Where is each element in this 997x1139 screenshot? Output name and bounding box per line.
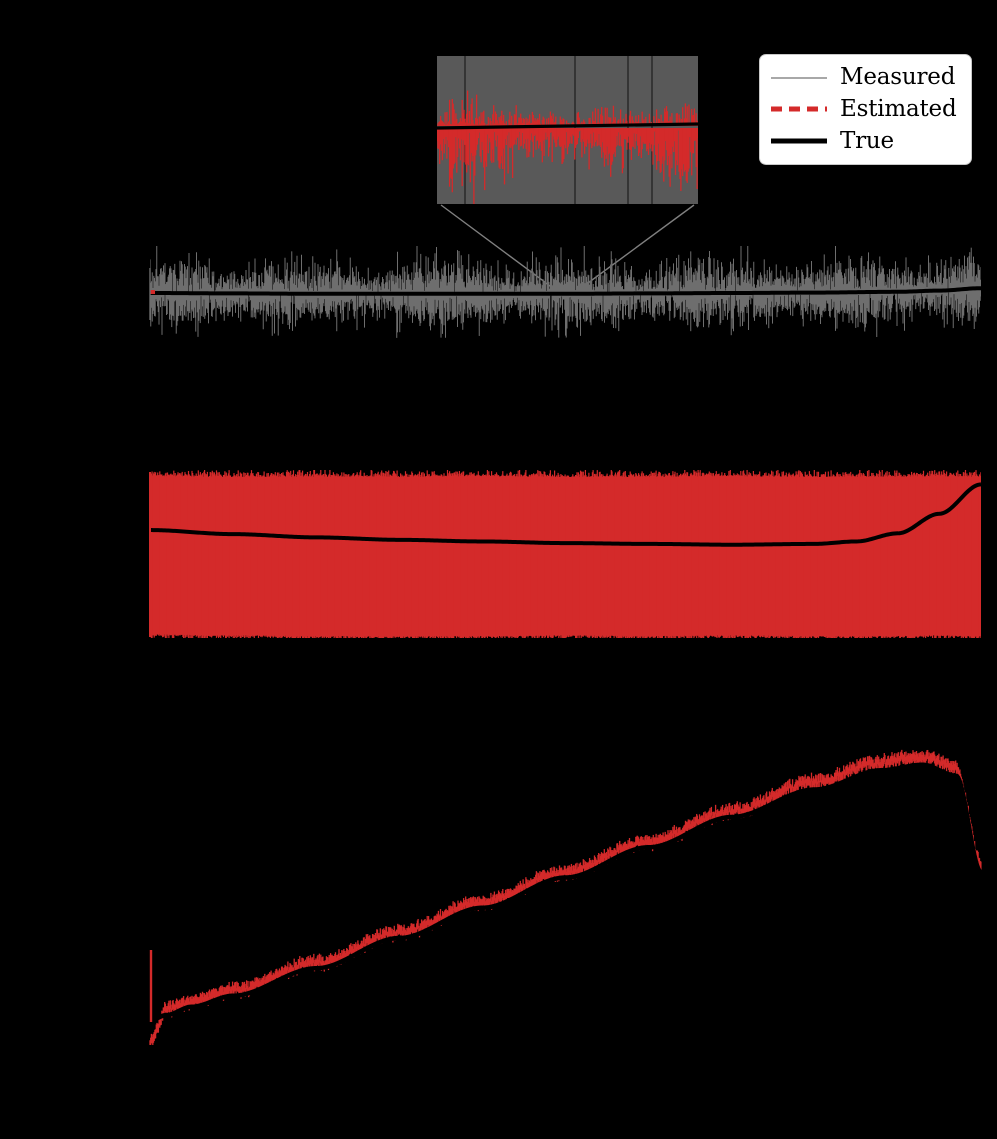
legend-swatch-true-icon xyxy=(770,132,828,150)
panel2-true-line xyxy=(150,482,982,547)
legend-entry-measured: Measured xyxy=(770,62,961,93)
inset-estimated-noise xyxy=(437,90,698,204)
legend-entry-estimated: Estimated xyxy=(770,94,961,125)
panel-residual xyxy=(149,470,982,638)
panel1-estimated-marker xyxy=(150,290,155,294)
legend-entry-true: True xyxy=(770,126,961,157)
zoom-inset xyxy=(436,56,699,204)
legend-swatch-measured-icon xyxy=(770,69,828,87)
residual-noise-band xyxy=(150,470,981,638)
legend-swatch-estimated-icon xyxy=(770,100,828,118)
legend-label-estimated: Estimated xyxy=(840,95,957,122)
inset-true-line xyxy=(436,122,699,130)
panel3-true-line xyxy=(149,762,983,1023)
legend-label-true: True xyxy=(840,127,894,154)
panel1-true-line xyxy=(150,286,982,296)
legend: Measured Estimated True xyxy=(759,54,972,165)
panel-tracking xyxy=(149,749,983,1045)
legend-label-measured: Measured xyxy=(840,64,956,91)
panel-measured xyxy=(149,246,982,338)
